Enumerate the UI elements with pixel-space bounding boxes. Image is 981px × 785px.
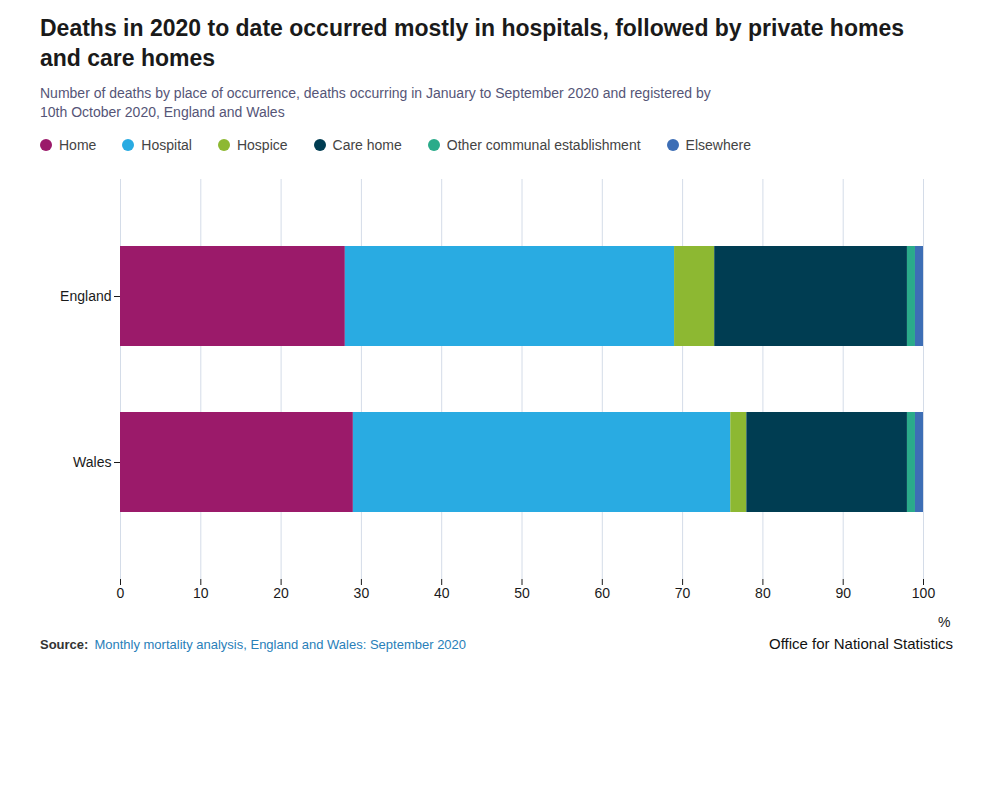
svg-text:0: 0 (117, 585, 125, 601)
html-text:Office for National Statistics: Office for National Statistics (769, 635, 953, 652)
svg-text:40: 40 (434, 585, 450, 601)
html-text:Source: Monthly mortality anal: Source: Monthly mortality analysis, Engl… (40, 637, 467, 652)
svg-text:90: 90 (835, 585, 851, 601)
html-text:Home: Home (59, 137, 97, 153)
svg-text:70: 70 (675, 585, 691, 601)
html-text:Other communal establishment: Other communal establishment (446, 137, 641, 153)
svg-text:80: 80 (755, 585, 771, 601)
html-text:Deaths in 2020 to date occurre: Deaths in 2020 to date occurred mostly i… (40, 15, 904, 71)
svg-text:60: 60 (595, 585, 611, 601)
html-text:Number of deaths by place of o: Number of deaths by place of occurrence,… (40, 84, 711, 121)
svg-text:30: 30 (354, 585, 370, 601)
html-text:Hospice: Hospice (237, 137, 288, 153)
svg-text:England: England (60, 288, 111, 304)
svg-text:100: 100 (912, 585, 936, 601)
html-text:Care home: Care home (332, 137, 402, 153)
svg-text:10: 10 (193, 585, 209, 601)
svg-text:20: 20 (273, 585, 289, 601)
svg-text:%: % (938, 613, 950, 629)
html-text:Elsewhere: Elsewhere (685, 137, 751, 153)
html-text:Hospital: Hospital (141, 137, 192, 153)
svg-text:50: 50 (514, 585, 530, 601)
svg-text:Wales: Wales (73, 454, 111, 470)
